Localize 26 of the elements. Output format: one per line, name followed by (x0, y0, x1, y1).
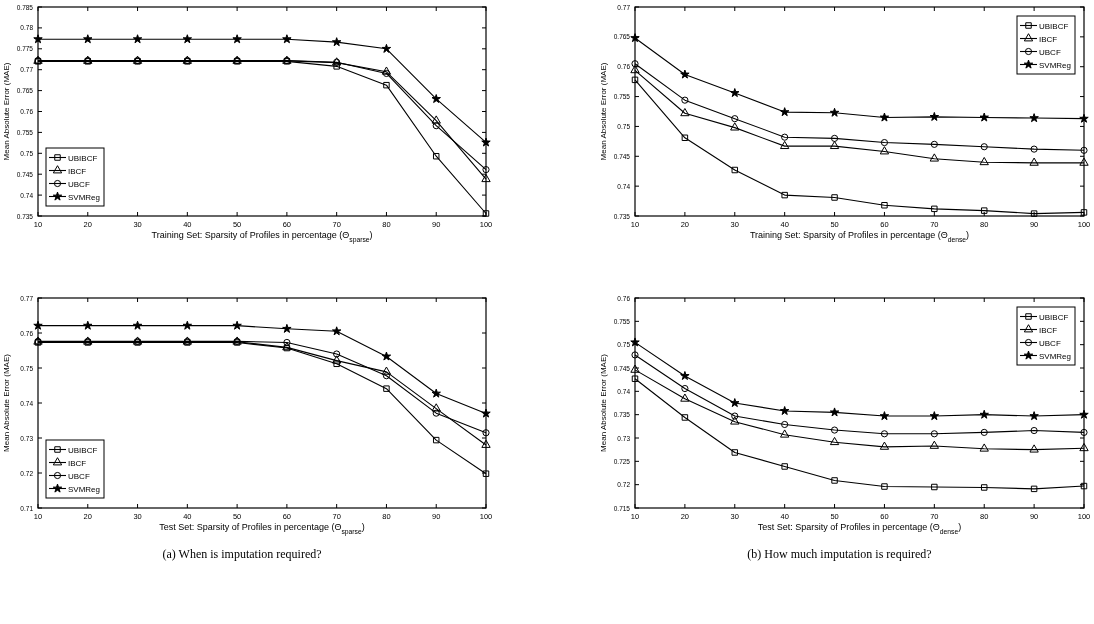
y-axis-title: Mean Absolute Error (MAE) (599, 62, 608, 161)
legend-label: SVMReg (68, 192, 101, 202)
legend-label: UBIBCF (1039, 312, 1069, 322)
text: (b) How much imputation is required? (747, 547, 932, 561)
legend-label: UBIBCF (1039, 21, 1069, 31)
legend-label: IBCF (68, 458, 87, 468)
legend-label: SVMReg (1039, 351, 1072, 361)
y-axis-title: Mean Absolute Error (MAE) (2, 353, 11, 452)
legend-label: SVMReg (68, 484, 101, 494)
legend-label: UBCF (1039, 338, 1061, 348)
x-axis-title: Training Set: Sparsity of Profiles in percentage (Θ$_{sparse}$) (151, 230, 373, 244)
legend-label: IBCF (68, 166, 87, 176)
legend-label: UBIBCF (68, 445, 98, 455)
legend-label: UBCF (68, 471, 90, 481)
legend-label: IBCF (1039, 325, 1058, 335)
legend-label: UBCF (1039, 47, 1061, 57)
text: (a) When is imputation required? (162, 547, 322, 561)
legend-label: UBCF (68, 179, 90, 189)
legend-label: SVMReg (1039, 60, 1072, 70)
x-axis-title: Test Set: Sparsity of Profiles in percentage (Θ$_{dense}$) (757, 522, 962, 535)
y-axis-title: Mean Absolute Error (MAE) (2, 62, 11, 161)
x-axis-title: Test Set: Sparsity of Profiles in percentage (Θ$_{sparse}$) (159, 522, 365, 536)
y-axis-title: Mean Absolute Error (MAE) (599, 353, 608, 452)
x-axis-title: Training Set: Sparsity of Profiles in percentage (Θ$_{dense}$) (749, 230, 970, 243)
legend-label: UBIBCF (68, 153, 98, 163)
legend-label: IBCF (1039, 34, 1058, 44)
